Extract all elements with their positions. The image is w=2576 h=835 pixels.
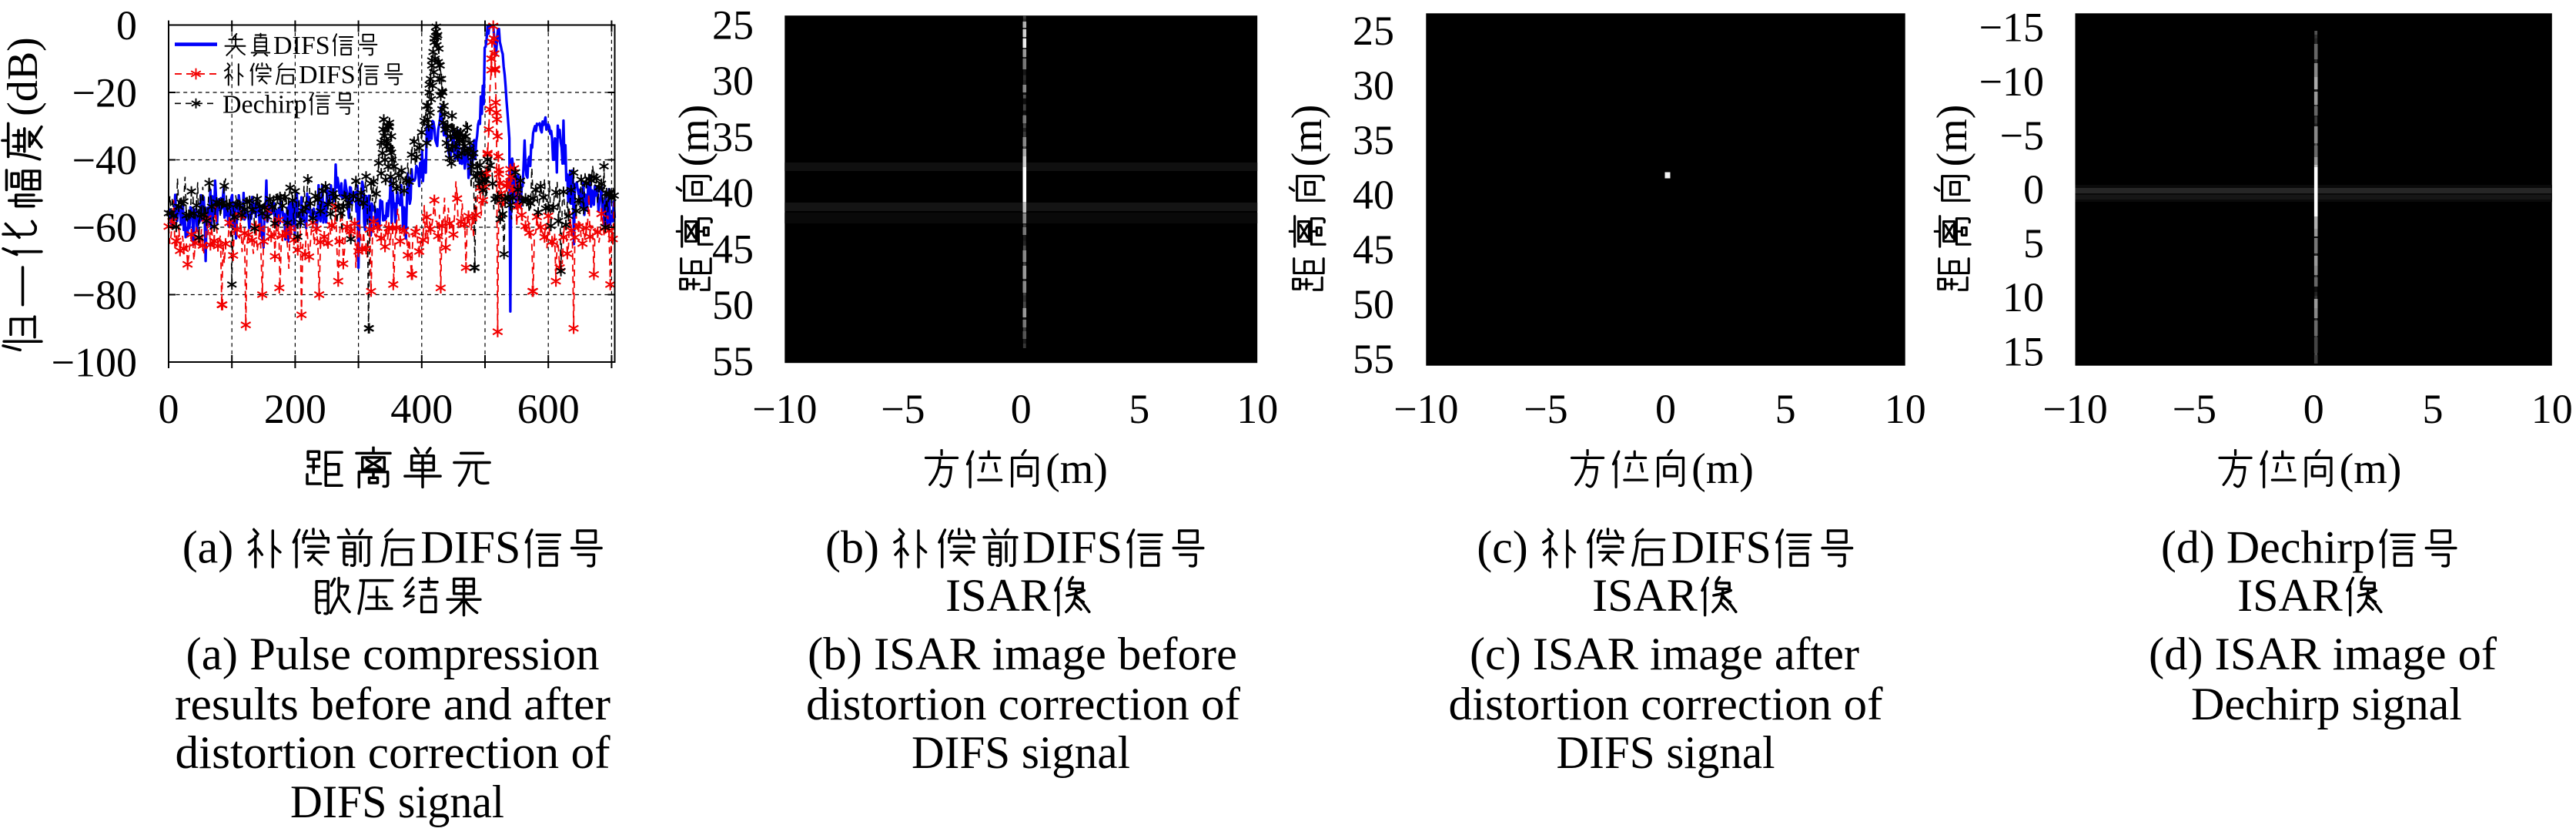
svg-text:−10: −10 [1979, 59, 2044, 105]
svg-text:ISAR: ISAR [945, 570, 1051, 621]
svg-text:Dechirp signal: Dechirp signal [2191, 679, 2462, 729]
svg-text:0: 0 [2023, 166, 2044, 213]
svg-text:600: 600 [517, 386, 580, 432]
svg-text:(dB): (dB) [0, 37, 47, 116]
svg-text:(m): (m) [1929, 105, 1976, 167]
svg-text:5: 5 [1129, 386, 1149, 432]
svg-text:35: 35 [1353, 117, 1394, 163]
svg-text:5: 5 [2423, 386, 2444, 432]
svg-text:(c) ISAR image after: (c) ISAR image after [1470, 629, 1859, 679]
svg-text:results before and after: results before and after [175, 679, 611, 729]
svg-text:0: 0 [2303, 386, 2324, 432]
svg-text:55: 55 [1353, 336, 1394, 382]
svg-text:−5: −5 [1524, 386, 1567, 432]
svg-text:30: 30 [1353, 62, 1394, 109]
svg-text:(d) Dechirp: (d) Dechirp [2161, 522, 2375, 573]
svg-text:−60: −60 [72, 205, 137, 251]
svg-text:−5: −5 [2000, 112, 2044, 159]
svg-text:DIFS: DIFS [1022, 522, 1122, 573]
svg-text:−5: −5 [881, 386, 925, 432]
svg-text:−5: −5 [2173, 386, 2216, 432]
svg-text:50: 50 [712, 282, 754, 328]
svg-text:ISAR: ISAR [2237, 570, 2343, 621]
svg-text:−15: −15 [1979, 5, 2044, 51]
svg-text:15: 15 [2002, 328, 2044, 374]
svg-text:DIFS: DIFS [299, 61, 356, 89]
svg-text:30: 30 [712, 58, 754, 104]
svg-text:DIFS signal: DIFS signal [912, 727, 1130, 778]
svg-text:distortion correction of: distortion correction of [806, 679, 1240, 729]
svg-text:(m): (m) [671, 105, 718, 167]
svg-text:DIFS signal: DIFS signal [290, 776, 504, 827]
svg-text:(a): (a) [182, 522, 234, 573]
svg-text:DIFS: DIFS [420, 522, 520, 573]
svg-text:40: 40 [1353, 172, 1394, 218]
svg-text:55: 55 [712, 338, 754, 384]
svg-text:5: 5 [2023, 220, 2044, 267]
svg-text:DIFS: DIFS [1671, 522, 1771, 573]
svg-text:10: 10 [2002, 274, 2044, 320]
svg-text:10: 10 [1885, 386, 1926, 432]
svg-text:25: 25 [712, 2, 754, 48]
svg-text:0: 0 [1011, 386, 1032, 432]
svg-text:(a) Pulse compression: (a) Pulse compression [186, 629, 600, 679]
svg-text:400: 400 [390, 386, 453, 432]
svg-text:(d) ISAR image of: (d) ISAR image of [2149, 629, 2497, 679]
svg-text:distortion correction of: distortion correction of [1449, 679, 1883, 729]
svg-text:(c): (c) [1477, 522, 1528, 573]
svg-text:distortion correction of: distortion correction of [176, 727, 611, 778]
svg-text:DIFS: DIFS [273, 32, 330, 60]
svg-text:0: 0 [159, 386, 179, 432]
svg-text:(m): (m) [1045, 445, 1108, 493]
svg-text:ISAR: ISAR [1592, 570, 1698, 621]
svg-text:50: 50 [1353, 281, 1394, 327]
svg-text:−20: −20 [72, 70, 137, 116]
svg-text:−40: −40 [72, 137, 137, 183]
svg-text:45: 45 [1353, 226, 1394, 273]
svg-text:−100: −100 [52, 340, 137, 386]
svg-text:(b) ISAR image before: (b) ISAR image before [808, 629, 1237, 679]
svg-text:−10: −10 [2042, 386, 2107, 432]
svg-text:−10: −10 [1393, 386, 1458, 432]
svg-text:10: 10 [2531, 386, 2573, 432]
svg-text:(m): (m) [2340, 445, 2402, 493]
svg-text:10: 10 [1236, 386, 1278, 432]
svg-text:40: 40 [712, 170, 754, 216]
svg-text:25: 25 [1353, 8, 1394, 54]
svg-text:5: 5 [1775, 386, 1796, 432]
svg-text:45: 45 [712, 226, 754, 272]
svg-text:(m): (m) [1691, 445, 1754, 493]
svg-text:DIFS signal: DIFS signal [1557, 727, 1775, 778]
svg-text:35: 35 [712, 114, 754, 160]
svg-text:−10: −10 [752, 386, 817, 432]
svg-text:Dechirp: Dechirp [222, 91, 307, 119]
svg-text:(m): (m) [1283, 105, 1331, 167]
svg-text:0: 0 [116, 2, 137, 49]
svg-text:200: 200 [264, 386, 326, 432]
svg-text:−80: −80 [72, 272, 137, 318]
svg-text:(b): (b) [825, 522, 879, 573]
svg-text:0: 0 [1655, 386, 1676, 432]
